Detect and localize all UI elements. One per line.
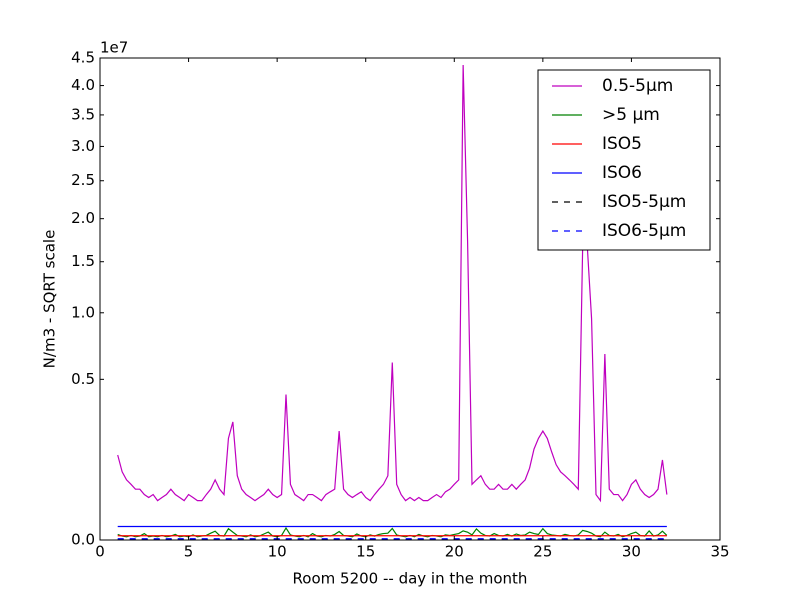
x-tick-label: 10 xyxy=(268,543,287,561)
legend-label: ISO5-5µm xyxy=(602,192,686,212)
legend-label: ISO5 xyxy=(602,134,642,154)
y-tick-label: 1.0 xyxy=(71,303,95,321)
legend-label: ISO6-5µm xyxy=(602,221,686,241)
x-tick-label: 25 xyxy=(533,543,552,561)
y-offset-label: 1e7 xyxy=(100,39,128,57)
y-tick-label: 0.0 xyxy=(71,531,95,549)
y-tick-label: 3.0 xyxy=(71,137,95,155)
y-tick-label: 4.0 xyxy=(71,76,95,94)
y-tick-label: 1.5 xyxy=(71,252,95,270)
legend-label: >5 µm xyxy=(602,105,660,125)
x-tick-label: 30 xyxy=(622,543,641,561)
series-line xyxy=(117,64,668,503)
y-tick-label: 2.0 xyxy=(71,209,95,227)
axes-frame xyxy=(99,57,721,541)
legend: 0.5-5µm >5 µm ISO5 ISO6 ISO5-5µm ISO6-5µm xyxy=(537,69,711,251)
y-tick-label: 4.5 xyxy=(71,49,95,67)
y-tick-label: 2.5 xyxy=(71,171,95,189)
y-tick-label: 0.5 xyxy=(71,370,95,388)
x-tick-label: 5 xyxy=(184,543,194,561)
y-tick-label: 3.5 xyxy=(71,105,95,123)
x-tick-label: 0 xyxy=(95,543,105,561)
x-tick-label: 35 xyxy=(710,543,729,561)
x-tick-label: 20 xyxy=(445,543,464,561)
legend-box xyxy=(537,69,711,251)
legend-label: 0.5-5µm xyxy=(602,76,673,96)
y-axis-label: N/m3 - SQRT scale xyxy=(41,230,59,369)
x-tick-label: 15 xyxy=(356,543,375,561)
legend-label: ISO6 xyxy=(602,163,642,183)
x-axis-label: Room 5200 -- day in the month xyxy=(293,570,528,588)
